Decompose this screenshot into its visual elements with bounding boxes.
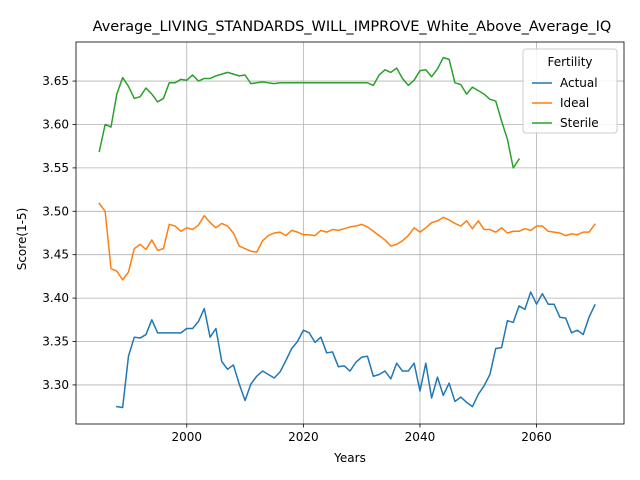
axes (75, 41, 625, 425)
y-tick-label: 3.40 (42, 291, 69, 305)
x-tick-label: 2000 (171, 430, 202, 444)
legend-label-sterile: Sterile (560, 116, 599, 130)
y-tick-label: 3.55 (42, 161, 69, 175)
x-tick-label: 2060 (521, 430, 552, 444)
chart-title: Average_LIVING_STANDARDS_WILL_IMPROVE_Wh… (93, 19, 612, 35)
y-tick-label: 3.45 (42, 248, 69, 262)
axes-frame (75, 41, 625, 425)
x-tick-label: 2040 (405, 430, 436, 444)
y-tick-label: 3.65 (42, 74, 69, 88)
series-lines (98, 56, 596, 409)
y-tick-label: 3.30 (42, 378, 69, 392)
x-tick-label: 2020 (288, 430, 319, 444)
y-axis-title: Score(1-5) (15, 208, 29, 271)
legend-label-ideal: Ideal (560, 96, 589, 110)
x-axis-title: Years (333, 451, 366, 465)
y-tick-label: 3.60 (42, 117, 69, 131)
series-line-actual (115, 291, 596, 409)
grid (76, 42, 624, 424)
y-tick-label: 3.50 (42, 204, 69, 218)
legend-label-actual: Actual (560, 76, 598, 90)
series-line-ideal (98, 202, 596, 281)
y-tick-label: 3.35 (42, 335, 69, 349)
ticks: 2000 2020 2040 2060 3.30 3.35 3.40 3.45 3.50 3.55… (42, 74, 552, 444)
legend-title: Fertility (547, 55, 592, 69)
series-line-sterile (98, 56, 521, 169)
legend: Fertility Actual Ideal Sterile (522, 48, 618, 134)
legend-box (522, 48, 618, 134)
